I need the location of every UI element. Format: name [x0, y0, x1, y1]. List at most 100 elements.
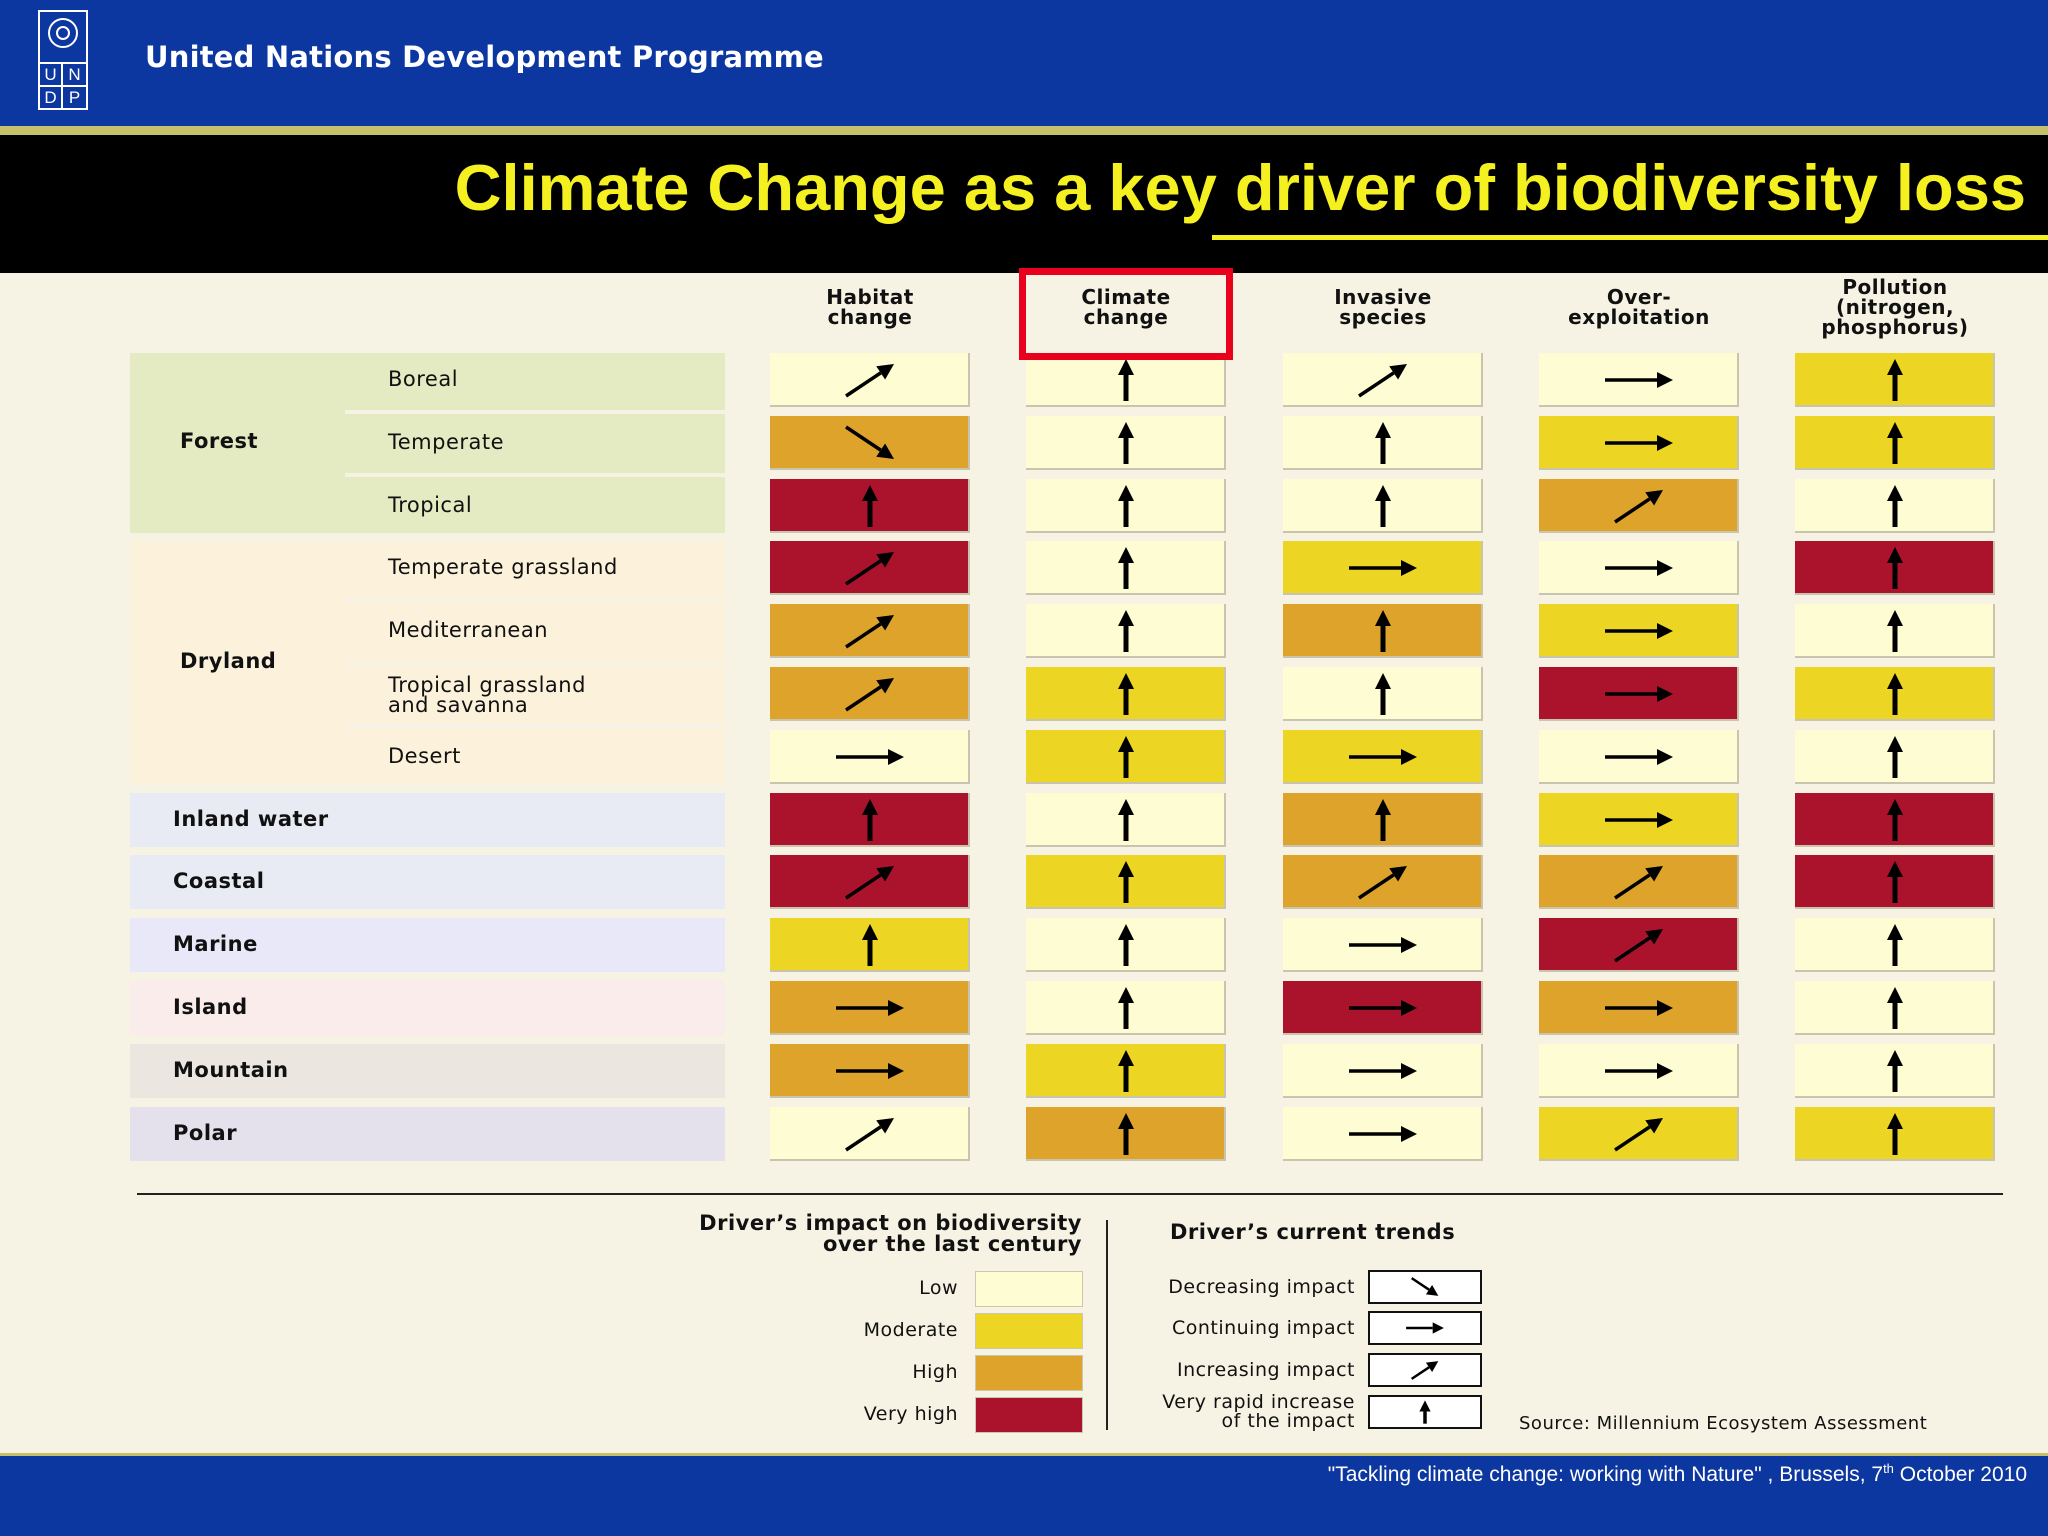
- row-background: [130, 918, 725, 973]
- trend-very-rapid-arrow-icon: [1887, 798, 1903, 841]
- arrow-head: [1645, 489, 1663, 506]
- arrow-shaft: [845, 371, 882, 398]
- impact-swatch: [975, 1355, 1083, 1391]
- arrow-head: [876, 866, 894, 882]
- impact-cell: [770, 729, 970, 784]
- impact-cell: [1283, 855, 1483, 910]
- group-label: Dryland: [180, 648, 277, 673]
- arrow-shaft: [1358, 371, 1395, 398]
- arrow-head: [1118, 798, 1134, 815]
- arrow-head: [1401, 1000, 1417, 1016]
- arrow-head: [888, 748, 904, 765]
- trend-label: Increasing impact: [1176, 1359, 1355, 1381]
- trend-label: Continuing impact: [1171, 1317, 1355, 1339]
- trend-label: Decreasing impact: [1168, 1276, 1355, 1298]
- impact-cell: [1283, 604, 1483, 659]
- arrow-head: [1657, 623, 1673, 640]
- trend-increasing-arrow-icon: [845, 678, 894, 712]
- footer-citation: "Tackling climate change: working with N…: [1328, 1461, 2027, 1487]
- impact-cell: [1026, 478, 1226, 533]
- impact-level-label: Very high: [863, 1403, 958, 1425]
- footer-band: [0, 1453, 2048, 1536]
- trend-continuing-arrow-icon: [1406, 1322, 1444, 1334]
- impact-cell: [1283, 541, 1483, 596]
- group-background: [130, 353, 725, 533]
- logo-letter: U: [40, 62, 63, 85]
- arrow-head: [1657, 372, 1673, 388]
- arrow-head: [1645, 929, 1663, 945]
- row-label: Tropical grassland and savanna: [388, 673, 586, 717]
- climate-change-highlight: [1019, 268, 1233, 360]
- arrow-head: [1887, 673, 1903, 689]
- trend-decreasing-arrow-icon: [845, 425, 894, 459]
- row-background: [130, 981, 725, 1035]
- trend-very-rapid-arrow-icon: [862, 924, 878, 967]
- arrow-head: [1887, 547, 1903, 564]
- subrow-separator: [345, 723, 725, 728]
- impact-cell: [1283, 415, 1483, 470]
- row-label: Tropical: [388, 492, 473, 517]
- trend-continuing-arrow-icon: [836, 748, 904, 765]
- group-label: Forest: [180, 428, 259, 453]
- un-emblem-icon: [48, 18, 78, 48]
- subrow-separator: [345, 409, 725, 414]
- impact-cell: [1539, 981, 1739, 1035]
- impact-cell: [1795, 478, 1995, 533]
- title-band: [0, 135, 2048, 273]
- arrow-head: [876, 615, 894, 631]
- arrow-head: [1887, 861, 1903, 878]
- trend-increasing-arrow-icon: [845, 1117, 894, 1152]
- arrow-head: [1401, 560, 1417, 577]
- arrow-head: [1887, 1049, 1903, 1066]
- row-label: Marine: [173, 932, 258, 957]
- impact-cell: [770, 541, 970, 596]
- logo-letter: P: [63, 85, 86, 108]
- arrow-head: [876, 552, 894, 568]
- undp-logo: U N D P: [38, 10, 88, 110]
- arrow-head: [1375, 610, 1391, 627]
- impact-cell: [1283, 478, 1483, 533]
- trend-very-rapid-arrow-icon: [1118, 924, 1134, 967]
- legend-divider: [137, 1193, 2003, 1195]
- arrow-head: [1118, 484, 1134, 501]
- impact-cell: [1283, 981, 1483, 1035]
- trend-continuing-arrow-icon: [1605, 748, 1673, 765]
- arrow-head: [1419, 1400, 1431, 1412]
- arrow-head: [1118, 1049, 1134, 1066]
- trend-very-rapid-arrow-icon: [1887, 735, 1903, 778]
- trend-very-rapid-arrow-icon: [1118, 359, 1134, 401]
- impact-cell: [1795, 981, 1995, 1035]
- impact-cell: [1026, 541, 1226, 596]
- arrow-head: [1425, 1285, 1439, 1296]
- impact-cell: [1283, 667, 1483, 721]
- logo-letter: N: [63, 62, 86, 85]
- row-label: Polar: [173, 1120, 238, 1145]
- arrow-head: [1887, 924, 1903, 941]
- arrow-head: [1118, 547, 1134, 564]
- impact-cell: [1795, 792, 1995, 847]
- impact-level-label: Moderate: [863, 1319, 958, 1341]
- arrow-head: [1657, 686, 1673, 702]
- row-label: Temperate grassland: [388, 555, 618, 580]
- arrow-head: [1389, 364, 1407, 380]
- header-divider: [0, 126, 2048, 135]
- row-label: Inland water: [173, 806, 329, 831]
- impact-cell: [1539, 1043, 1739, 1098]
- arrow-head: [876, 443, 894, 459]
- trend-very-rapid-arrow-icon: [1118, 421, 1134, 464]
- impact-swatch: [975, 1313, 1083, 1349]
- arrow-head: [1657, 434, 1673, 451]
- arrow-head: [1887, 987, 1903, 1003]
- trend-continuing-arrow-icon: [1605, 623, 1673, 640]
- trend-very-rapid-arrow-icon: [1118, 798, 1134, 841]
- arrow-head: [1887, 421, 1903, 438]
- arrow-shaft: [1358, 873, 1395, 900]
- impact-cell: [1539, 1106, 1739, 1161]
- arrow-head: [1401, 937, 1417, 954]
- impact-cell: [1795, 918, 1995, 973]
- arrow-head: [1432, 1322, 1444, 1334]
- impact-cell: [770, 604, 970, 659]
- impact-cell: [770, 353, 970, 407]
- header-band: [0, 0, 2048, 126]
- trend-increasing-arrow-icon: [845, 364, 894, 398]
